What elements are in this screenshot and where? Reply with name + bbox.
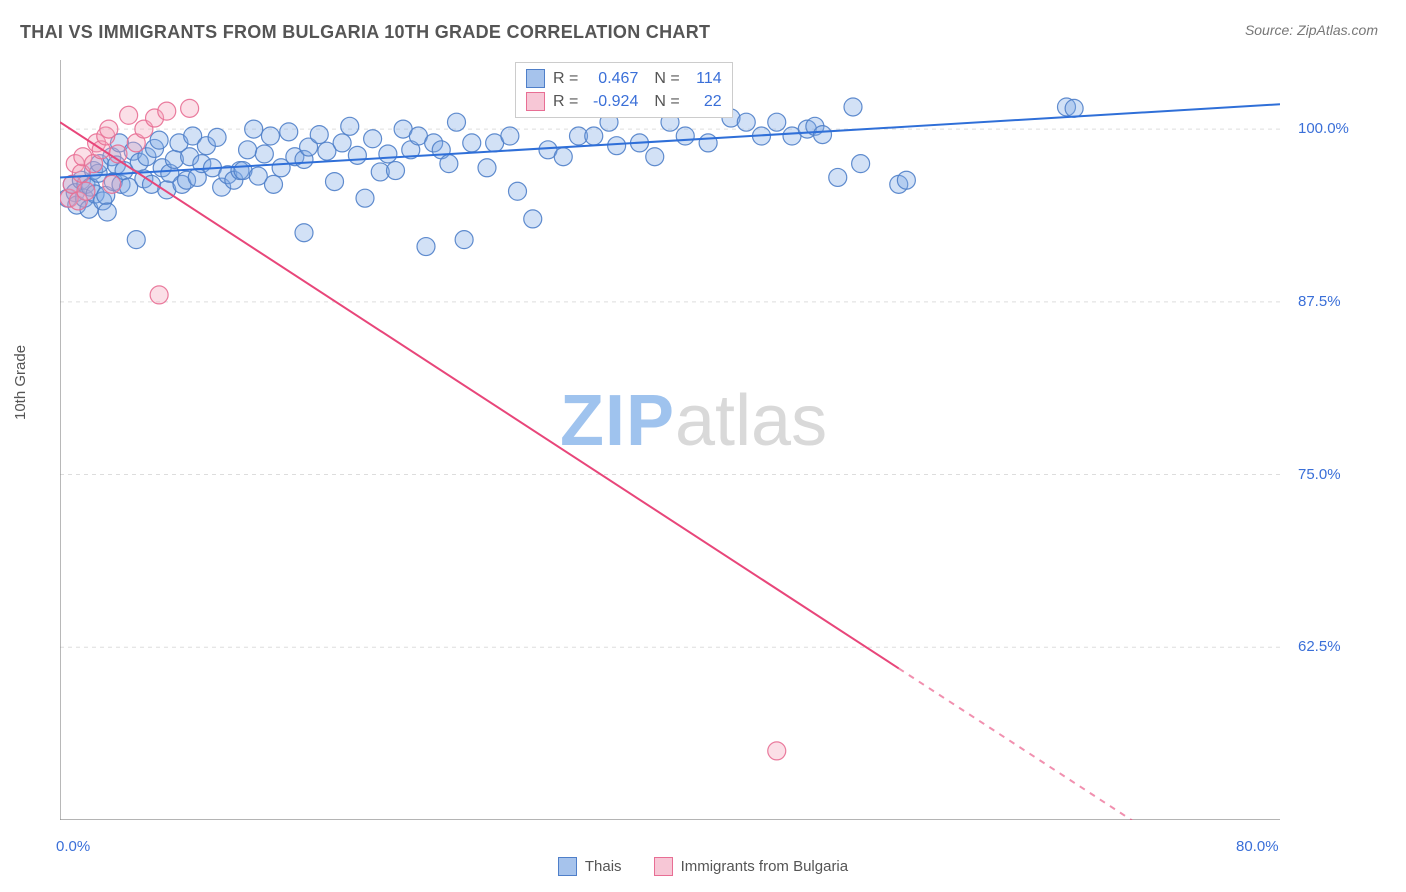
legend-item: Thais — [558, 857, 622, 876]
source-label: Source: ZipAtlas.com — [1245, 22, 1378, 38]
stats-legend-box: R =0.467N =114R =-0.924N =22 — [515, 62, 733, 118]
scatter-plot — [60, 60, 1280, 820]
y-tick-label: 62.5% — [1298, 638, 1341, 655]
x-tick-label: 0.0% — [56, 838, 90, 855]
legend-swatch — [526, 92, 545, 111]
legend-label: Thais — [585, 858, 622, 875]
chart-title: THAI VS IMMIGRANTS FROM BULGARIA 10TH GR… — [20, 22, 710, 43]
legend-swatch — [654, 857, 673, 876]
stats-row: R =0.467N =114 — [526, 67, 722, 90]
y-tick-label: 100.0% — [1298, 120, 1349, 137]
legend-item: Immigrants from Bulgaria — [654, 857, 849, 876]
y-tick-label: 75.0% — [1298, 466, 1341, 483]
x-tick-label: 80.0% — [1236, 838, 1279, 855]
chart-container: THAI VS IMMIGRANTS FROM BULGARIA 10TH GR… — [0, 0, 1406, 892]
legend-label: Immigrants from Bulgaria — [681, 858, 849, 875]
y-axis-title: 10th Grade — [12, 345, 29, 420]
stats-row: R =-0.924N =22 — [526, 90, 722, 113]
legend-swatch — [558, 857, 577, 876]
y-tick-label: 87.5% — [1298, 293, 1341, 310]
bottom-legend: Thais Immigrants from Bulgaria — [0, 857, 1406, 876]
legend-swatch — [526, 69, 545, 88]
